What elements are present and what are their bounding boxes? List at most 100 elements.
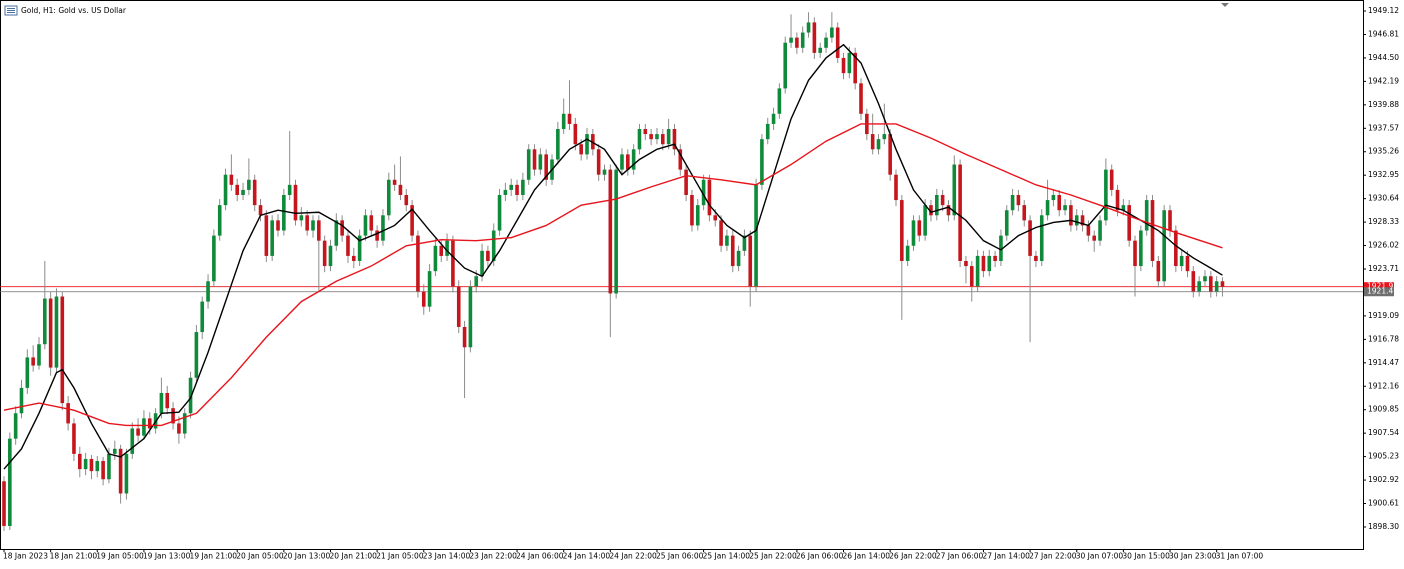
y-tick-label: 1912.16 — [1368, 381, 1399, 390]
x-tick-label: 30 Jan 07:00 — [1076, 552, 1124, 561]
y-tick-label: 1898.30 — [1368, 522, 1399, 531]
candle-body — [404, 194, 409, 206]
candle-body — [474, 276, 479, 287]
candle-body — [77, 453, 82, 470]
candle-body — [660, 134, 665, 145]
candle-body — [1010, 194, 1015, 211]
candle-body — [1133, 240, 1137, 267]
candle-body — [678, 149, 683, 170]
candle-body — [217, 205, 222, 236]
candle-body — [649, 134, 653, 140]
candle-body — [282, 194, 286, 231]
y-tick-label: 1939.88 — [1368, 100, 1399, 109]
candle-body — [1185, 255, 1190, 272]
candle-body — [637, 129, 642, 150]
candle-body — [707, 179, 712, 216]
candle-body — [532, 149, 537, 170]
candle-body — [585, 134, 589, 155]
candle-body — [969, 266, 974, 287]
candle-body — [480, 250, 484, 277]
candle-body — [695, 205, 700, 226]
candle-body — [439, 245, 444, 256]
y-tick-label: 1909.85 — [1368, 405, 1399, 414]
candle-body — [346, 235, 350, 256]
candle-body — [1004, 210, 1009, 236]
candle-body — [89, 458, 94, 472]
candle-body — [929, 205, 933, 216]
x-tick-label: 25 Jan 06:00 — [656, 552, 704, 561]
candle-body — [526, 149, 531, 180]
y-tick-label: 1900.61 — [1368, 499, 1399, 508]
candle-body — [1069, 205, 1073, 226]
y-tick-label: 1944.50 — [1368, 53, 1399, 62]
candle-body — [13, 413, 18, 439]
candle-body — [987, 255, 992, 272]
candles — [2, 12, 1225, 532]
x-tick-label: 25 Jan 14:00 — [703, 552, 751, 561]
y-tick-label: 1907.54 — [1368, 428, 1399, 437]
y-tick-label: 1902.92 — [1368, 475, 1399, 484]
price-tag — [1364, 282, 1394, 292]
candle-body — [888, 134, 892, 175]
candle-body — [602, 169, 607, 175]
moving-average-line — [3, 123, 1223, 427]
candle-body — [754, 184, 758, 287]
candle-body — [911, 220, 916, 246]
candle-body — [567, 113, 572, 124]
candle-body — [147, 418, 152, 429]
candle-body — [311, 220, 315, 231]
candle-body — [433, 245, 438, 272]
x-tick-label: 23 Jan 14:00 — [423, 552, 471, 561]
candle-body — [917, 220, 922, 236]
y-tick-label: 1923.71 — [1368, 264, 1399, 273]
candle-body — [806, 22, 811, 33]
candle-body — [1109, 169, 1114, 190]
candle-body — [620, 154, 624, 170]
candle-body — [421, 291, 426, 307]
shift-marker — [1221, 3, 1229, 7]
candle-body — [206, 281, 210, 302]
x-tick-label: 26 Jan 06:00 — [796, 552, 844, 561]
candle-body — [427, 271, 432, 307]
candle-body — [666, 129, 671, 145]
x-tick-label: 20 Jan 13:00 — [283, 552, 331, 561]
x-tick-label: 24 Jan 06:00 — [516, 552, 564, 561]
candle-body — [783, 42, 788, 89]
candle-body — [491, 230, 496, 261]
candle-body — [264, 215, 269, 256]
candle-body — [503, 189, 508, 195]
candle-body — [993, 255, 997, 261]
y-tick-label: 1942.19 — [1368, 76, 1399, 85]
candle-body — [1045, 200, 1050, 216]
candle-body — [882, 134, 887, 140]
candle-body — [398, 184, 403, 195]
candle-body — [1179, 255, 1184, 267]
candle-body — [37, 344, 41, 366]
candle-body — [1098, 220, 1102, 241]
candle-body — [1022, 205, 1027, 221]
candle-body — [456, 286, 461, 327]
candle-body — [713, 215, 718, 221]
x-tick-label: 27 Jan 14:00 — [982, 552, 1030, 561]
x-tick-label: 19 Jan 05:00 — [96, 552, 144, 561]
price-tag-label: 1921.47 — [1367, 287, 1398, 296]
candle-body — [19, 387, 24, 414]
candle-body — [72, 423, 76, 454]
candle-body — [1174, 230, 1178, 267]
candle-body — [229, 174, 234, 185]
x-tick-label: 19 Jan 13:00 — [143, 552, 191, 561]
candle-body — [182, 413, 187, 434]
candle-body — [328, 245, 333, 267]
candle-body — [847, 52, 852, 74]
candle-body — [1168, 210, 1172, 231]
candle-body — [1203, 276, 1207, 282]
x-tick-label: 26 Jan 14:00 — [843, 552, 891, 561]
candle-body — [317, 220, 321, 241]
candle-body — [760, 139, 764, 185]
x-tick-label: 26 Jan 22:00 — [889, 552, 937, 561]
candle-body — [252, 179, 257, 206]
candle-body — [60, 296, 65, 404]
candle-body — [410, 205, 414, 236]
